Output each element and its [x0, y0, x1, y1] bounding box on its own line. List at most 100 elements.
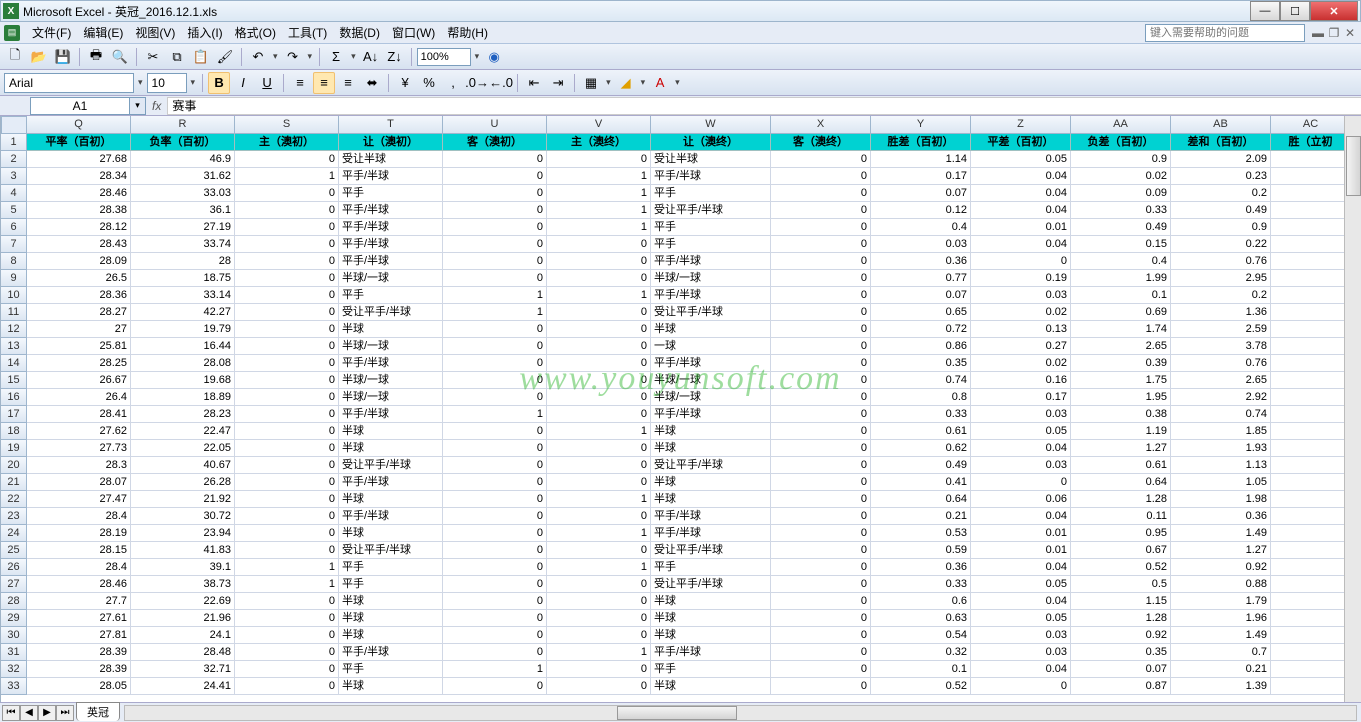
cell[interactable]: 0.1 [1071, 287, 1171, 304]
select-all-corner[interactable] [1, 116, 27, 134]
cell[interactable]: 0 [771, 287, 871, 304]
cell[interactable] [1271, 355, 1351, 372]
cell[interactable]: 受让平手/半球 [339, 457, 443, 474]
cell[interactable]: 1 [547, 491, 651, 508]
cell[interactable]: 平手/半球 [339, 219, 443, 236]
cell[interactable]: 0 [443, 338, 547, 355]
cell[interactable]: 0 [235, 372, 339, 389]
cell[interactable]: 0 [443, 610, 547, 627]
ribbon-icon[interactable]: ▤ [4, 25, 20, 41]
cell[interactable]: 27.68 [27, 151, 131, 168]
cell[interactable]: 0.07 [871, 287, 971, 304]
cell[interactable]: 32.71 [131, 661, 235, 678]
cell[interactable]: 平手/半球 [651, 355, 771, 372]
menu-item[interactable]: 工具(T) [282, 24, 333, 42]
cell[interactable]: 28.12 [27, 219, 131, 236]
cell[interactable]: 平手 [339, 576, 443, 593]
cell[interactable]: 0.62 [871, 440, 971, 457]
cell[interactable]: 0.4 [1071, 253, 1171, 270]
font-name-dropdown[interactable]: ▾ [136, 77, 145, 88]
sheet-last-button[interactable]: ⏭ [56, 705, 74, 721]
cell[interactable]: 0.36 [1171, 508, 1271, 525]
row-header[interactable]: 1 [1, 134, 27, 151]
cell[interactable]: 0 [771, 593, 871, 610]
col-header[interactable]: U [443, 116, 547, 134]
cell[interactable]: 0.87 [1071, 678, 1171, 695]
cell[interactable]: 0.64 [1071, 474, 1171, 491]
cell[interactable]: 平手/半球 [651, 406, 771, 423]
cell[interactable]: 0 [235, 644, 339, 661]
cell[interactable]: 0.59 [871, 542, 971, 559]
cell[interactable]: 0 [771, 372, 871, 389]
cell[interactable]: 0.2 [1171, 287, 1271, 304]
cells-area[interactable]: 平率（百初）负率（百初）主（澳初）让（澳初）客（澳初）主（澳终）让（澳终）客（澳… [27, 134, 1361, 702]
font-color-dropdown[interactable]: ▾ [673, 77, 682, 88]
cell[interactable]: 0 [443, 525, 547, 542]
cell[interactable]: 0.63 [871, 610, 971, 627]
cell[interactable]: 0.7 [1171, 644, 1271, 661]
cell[interactable]: 0 [771, 610, 871, 627]
cell[interactable]: 28.39 [27, 661, 131, 678]
underline-button[interactable]: U [256, 72, 278, 94]
col-header[interactable]: V [547, 116, 651, 134]
row-header[interactable]: 18 [1, 423, 27, 440]
cell[interactable]: 1.15 [1071, 593, 1171, 610]
cell[interactable]: 平手 [651, 219, 771, 236]
cell[interactable]: 0 [771, 474, 871, 491]
cell[interactable]: 0 [235, 542, 339, 559]
sheet-prev-button[interactable]: ◀ [20, 705, 38, 721]
cell[interactable]: 受让半球 [339, 151, 443, 168]
cell[interactable]: 0.64 [871, 491, 971, 508]
cell[interactable]: 半球 [339, 627, 443, 644]
cell[interactable] [1271, 542, 1351, 559]
cell[interactable]: 0.5 [1071, 576, 1171, 593]
cell[interactable]: 0.09 [1071, 185, 1171, 202]
cell[interactable]: 24.1 [131, 627, 235, 644]
cell[interactable]: 33.74 [131, 236, 235, 253]
cell[interactable]: 0.49 [1171, 202, 1271, 219]
format-painter-icon[interactable]: 🖌 [214, 46, 236, 68]
cell[interactable]: 0.35 [871, 355, 971, 372]
decrease-indent-button[interactable]: ⇤ [523, 72, 545, 94]
cell[interactable]: 0.04 [971, 559, 1071, 576]
fx-icon[interactable]: fx [152, 99, 161, 113]
cell[interactable]: 26.5 [27, 270, 131, 287]
cell[interactable]: 0.72 [871, 321, 971, 338]
cell[interactable]: 0.04 [971, 236, 1071, 253]
header-cell[interactable]: 负差（百初） [1071, 134, 1171, 151]
cell[interactable]: 0 [235, 610, 339, 627]
align-right-button[interactable]: ≡ [337, 72, 359, 94]
cell[interactable]: 0.61 [871, 423, 971, 440]
cell[interactable] [1271, 287, 1351, 304]
print-icon[interactable]: 🖶 [85, 46, 107, 68]
cell[interactable]: 半球/一球 [651, 270, 771, 287]
cell[interactable] [1271, 168, 1351, 185]
cell[interactable]: 0 [235, 202, 339, 219]
cell[interactable]: 3.78 [1171, 338, 1271, 355]
cell[interactable]: 0 [443, 185, 547, 202]
maximize-button[interactable]: ☐ [1280, 1, 1310, 21]
sort-desc-icon[interactable]: Z↓ [384, 46, 406, 68]
col-header[interactable]: T [339, 116, 443, 134]
autosum-dropdown[interactable]: ▾ [349, 51, 358, 62]
cell[interactable]: 0.1 [871, 661, 971, 678]
cell[interactable]: 0 [771, 168, 871, 185]
cell[interactable]: 18.75 [131, 270, 235, 287]
cell[interactable]: 0.02 [971, 355, 1071, 372]
cell[interactable]: 28.27 [27, 304, 131, 321]
cell[interactable]: 半球/一球 [339, 389, 443, 406]
cell[interactable]: 0.03 [971, 406, 1071, 423]
cell[interactable]: 半球/一球 [339, 338, 443, 355]
horizontal-scrollbar[interactable] [124, 705, 1357, 721]
save-icon[interactable]: 💾 [52, 46, 74, 68]
menu-item[interactable]: 视图(V) [129, 24, 181, 42]
cell[interactable]: 27 [27, 321, 131, 338]
cell[interactable]: 0.16 [971, 372, 1071, 389]
cell[interactable]: 0.52 [1071, 559, 1171, 576]
cell[interactable]: 平手 [651, 559, 771, 576]
cell[interactable]: 21.96 [131, 610, 235, 627]
cell[interactable]: 0 [547, 661, 651, 678]
cell[interactable]: 0.03 [971, 627, 1071, 644]
new-icon[interactable]: 🗋 [4, 46, 26, 68]
cell[interactable]: 0 [771, 508, 871, 525]
